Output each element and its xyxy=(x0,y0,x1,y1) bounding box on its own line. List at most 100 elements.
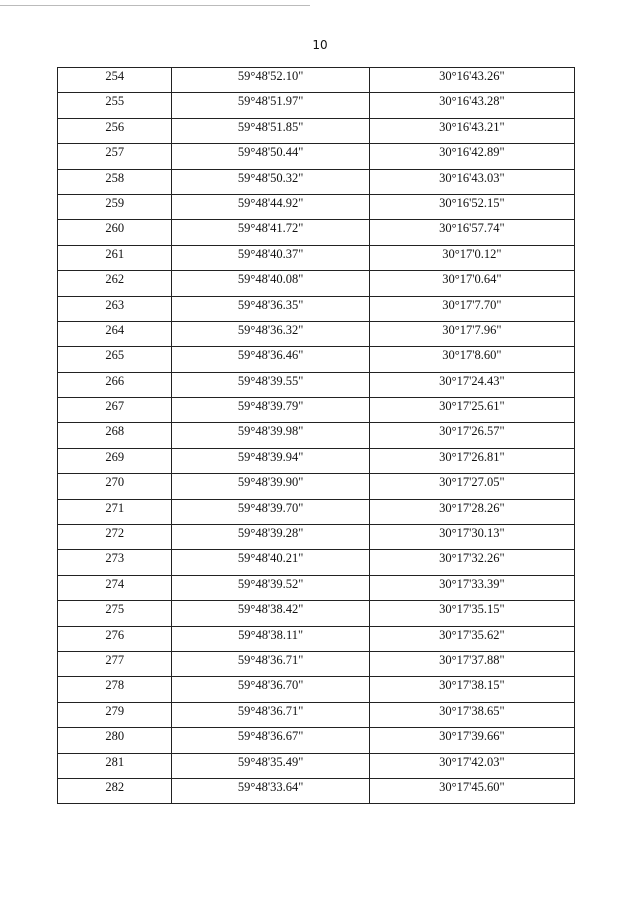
table-row: 254 59°48'52.10" 30°16'43.26" xyxy=(56,66,576,94)
point-number-cell: 282 xyxy=(56,777,173,805)
latitude-cell: 59°48'38.11" xyxy=(171,625,370,652)
latitude-cell: 59°48'36.71" xyxy=(171,701,370,729)
table-row: 280 59°48'36.67" 30°17'39.66" xyxy=(56,727,576,754)
point-number-cell: 254 xyxy=(56,66,173,94)
point-number-cell: 280 xyxy=(56,727,173,754)
coordinates-table-body: 254 59°48'52.10" 30°16'43.26" 255 59°48'51.9… xyxy=(56,66,576,805)
point-number-cell: 276 xyxy=(56,625,173,652)
table-row: 275 59°48'38.42" 30°17'35.15" xyxy=(56,600,576,627)
point-number-cell: 279 xyxy=(56,701,173,729)
latitude-cell: 59°48'39.79" xyxy=(171,397,370,424)
point-number-cell: 277 xyxy=(56,650,173,678)
longitude-cell: 30°16'42.89" xyxy=(368,143,576,170)
page-number: 10 xyxy=(312,38,328,52)
table-row: 259 59°48'44.92" 30°16'52.15" xyxy=(56,193,576,221)
latitude-cell: 59°48'51.97" xyxy=(171,92,370,119)
latitude-cell: 59°48'39.98" xyxy=(171,422,370,449)
point-number-cell: 264 xyxy=(56,320,173,348)
longitude-cell: 30°17'0.64" xyxy=(368,270,576,297)
point-number-cell: 272 xyxy=(56,524,173,551)
longitude-cell: 30°16'57.74" xyxy=(368,219,576,246)
longitude-cell: 30°17'25.61" xyxy=(368,397,576,424)
latitude-cell: 59°48'40.37" xyxy=(171,244,370,272)
point-number-cell: 256 xyxy=(56,117,173,145)
longitude-cell: 30°17'42.03" xyxy=(368,752,576,779)
latitude-cell: 59°48'52.10" xyxy=(171,66,370,94)
latitude-cell: 59°48'36.46" xyxy=(171,346,370,373)
point-number-cell: 260 xyxy=(56,219,173,246)
longitude-cell: 30°17'35.15" xyxy=(368,600,576,627)
point-number-cell: 278 xyxy=(56,676,173,703)
longitude-cell: 30°17'32.26" xyxy=(368,549,576,576)
table-row: 261 59°48'40.37" 30°17'0.12" xyxy=(56,244,576,272)
latitude-cell: 59°48'50.32" xyxy=(171,168,370,195)
table-row: 281 59°48'35.49" 30°17'42.03" xyxy=(56,752,576,779)
point-number-cell: 273 xyxy=(56,549,173,576)
longitude-cell: 30°17'0.12" xyxy=(368,244,576,272)
table-row: 258 59°48'50.32" 30°16'43.03" xyxy=(56,168,576,195)
point-number-cell: 274 xyxy=(56,574,173,602)
point-number-cell: 268 xyxy=(56,422,173,449)
table-row: 256 59°48'51.85" 30°16'43.21" xyxy=(56,117,576,145)
table-row: 263 59°48'36.35" 30°17'7.70" xyxy=(56,295,576,322)
longitude-cell: 30°17'45.60" xyxy=(368,777,576,805)
point-number-cell: 266 xyxy=(56,371,173,399)
latitude-cell: 59°48'36.35" xyxy=(171,295,370,322)
latitude-cell: 59°48'39.55" xyxy=(171,371,370,399)
point-number-cell: 263 xyxy=(56,295,173,322)
point-number-cell: 269 xyxy=(56,447,173,475)
longitude-cell: 30°16'43.03" xyxy=(368,168,576,195)
latitude-cell: 59°48'36.71" xyxy=(171,650,370,678)
latitude-cell: 59°48'41.72" xyxy=(171,219,370,246)
point-number-cell: 257 xyxy=(56,143,173,170)
longitude-cell: 30°17'7.70" xyxy=(368,295,576,322)
table-row: 269 59°48'39.94" 30°17'26.81" xyxy=(56,447,576,475)
table-row: 274 59°48'39.52" 30°17'33.39" xyxy=(56,574,576,602)
table-row: 273 59°48'40.21" 30°17'32.26" xyxy=(56,549,576,576)
point-number-cell: 261 xyxy=(56,244,173,272)
table-row: 267 59°48'39.79" 30°17'25.61" xyxy=(56,397,576,424)
table-row: 276 59°48'38.11" 30°17'35.62" xyxy=(56,625,576,652)
latitude-cell: 59°48'36.32" xyxy=(171,320,370,348)
longitude-cell: 30°17'28.26" xyxy=(368,498,576,526)
longitude-cell: 30°17'27.05" xyxy=(368,473,576,500)
table-row: 279 59°48'36.71" 30°17'38.65" xyxy=(56,701,576,729)
latitude-cell: 59°48'39.52" xyxy=(171,574,370,602)
longitude-cell: 30°17'35.62" xyxy=(368,625,576,652)
longitude-cell: 30°17'8.60" xyxy=(368,346,576,373)
latitude-cell: 59°48'39.70" xyxy=(171,498,370,526)
latitude-cell: 59°48'36.67" xyxy=(171,727,370,754)
point-number-cell: 265 xyxy=(56,346,173,373)
latitude-cell: 59°48'38.42" xyxy=(171,600,370,627)
longitude-cell: 30°16'43.26" xyxy=(368,66,576,94)
longitude-cell: 30°17'26.81" xyxy=(368,447,576,475)
longitude-cell: 30°17'37.88" xyxy=(368,650,576,678)
longitude-cell: 30°17'33.39" xyxy=(368,574,576,602)
table-row: 268 59°48'39.98" 30°17'26.57" xyxy=(56,422,576,449)
coordinates-table: 254 59°48'52.10" 30°16'43.26" 255 59°48'51.9… xyxy=(56,66,576,805)
latitude-cell: 59°48'51.85" xyxy=(171,117,370,145)
table-row: 265 59°48'36.46" 30°17'8.60" xyxy=(56,346,576,373)
latitude-cell: 59°48'39.94" xyxy=(171,447,370,475)
latitude-cell: 59°48'39.28" xyxy=(171,524,370,551)
point-number-cell: 258 xyxy=(56,168,173,195)
table-row: 262 59°48'40.08" 30°17'0.64" xyxy=(56,270,576,297)
longitude-cell: 30°17'24.43" xyxy=(368,371,576,399)
point-number-cell: 275 xyxy=(56,600,173,627)
longitude-cell: 30°17'38.15" xyxy=(368,676,576,703)
latitude-cell: 59°48'35.49" xyxy=(171,752,370,779)
table-row: 272 59°48'39.28" 30°17'30.13" xyxy=(56,524,576,551)
point-number-cell: 267 xyxy=(56,397,173,424)
latitude-cell: 59°48'36.70" xyxy=(171,676,370,703)
table-row: 255 59°48'51.97" 30°16'43.28" xyxy=(56,92,576,119)
longitude-cell: 30°17'30.13" xyxy=(368,524,576,551)
latitude-cell: 59°48'40.21" xyxy=(171,549,370,576)
point-number-cell: 270 xyxy=(56,473,173,500)
table-row: 270 59°48'39.90" 30°17'27.05" xyxy=(56,473,576,500)
longitude-cell: 30°17'39.66" xyxy=(368,727,576,754)
latitude-cell: 59°48'44.92" xyxy=(171,193,370,221)
point-number-cell: 262 xyxy=(56,270,173,297)
table-row: 271 59°48'39.70" 30°17'28.26" xyxy=(56,498,576,526)
point-number-cell: 259 xyxy=(56,193,173,221)
longitude-cell: 30°17'26.57" xyxy=(368,422,576,449)
